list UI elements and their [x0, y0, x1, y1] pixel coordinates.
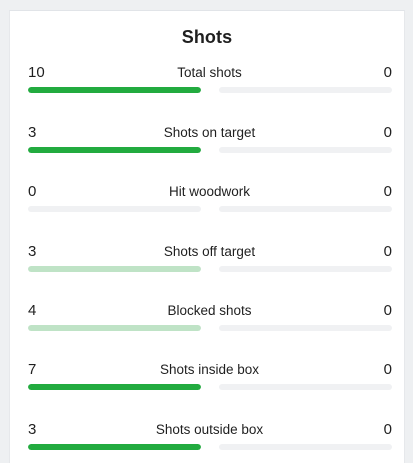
away-value: 0 [383, 421, 392, 438]
shots-stats-panel: Shots 10 Total shots 0 3 Shots on target… [9, 10, 405, 463]
away-bar [219, 266, 392, 272]
away-value: 0 [383, 183, 392, 200]
home-bar [28, 444, 201, 450]
stat-label: Total shots [177, 65, 242, 80]
stat-label: Shots on target [163, 125, 256, 140]
home-value: 4 [28, 302, 37, 319]
away-value: 0 [383, 124, 392, 141]
away-value: 0 [383, 361, 392, 378]
away-bar [219, 325, 392, 331]
home-bar-fill [28, 444, 201, 450]
stat-row-shots-off-target: 3 Shots off target 0 [27, 243, 392, 277]
home-value: 0 [28, 183, 37, 200]
stat-row-hit-woodwork: 0 Hit woodwork 0 [27, 183, 392, 217]
home-bar-fill [28, 325, 201, 331]
stat-row-blocked-shots: 4 Blocked shots 0 [27, 302, 392, 336]
home-bar-fill [28, 384, 201, 390]
stat-label: Hit woodwork [168, 184, 251, 199]
home-bar-fill [28, 147, 201, 153]
home-bar [28, 384, 201, 390]
away-bar [219, 444, 392, 450]
home-bar-fill [28, 87, 201, 93]
home-bar-fill [28, 266, 201, 272]
home-bar [28, 266, 201, 272]
away-value: 0 [383, 243, 392, 260]
home-bar [28, 87, 201, 93]
stat-row-total-shots: 10 Total shots 0 [27, 64, 392, 98]
home-bar [28, 325, 201, 331]
home-value: 3 [28, 243, 37, 260]
away-value: 0 [383, 302, 392, 319]
home-bar [28, 206, 201, 212]
panel-title: Shots [181, 27, 233, 47]
away-bar [219, 147, 392, 153]
stat-row-shots-outside-box: 3 Shots outside box 0 [27, 421, 392, 455]
away-bar [219, 87, 392, 93]
home-value: 10 [28, 64, 45, 81]
home-value: 3 [28, 124, 37, 141]
stat-row-shots-on-target: 3 Shots on target 0 [27, 124, 392, 158]
stat-label: Blocked shots [167, 303, 252, 318]
stat-label: Shots inside box [159, 362, 260, 377]
away-bar [219, 384, 392, 390]
away-bar [219, 206, 392, 212]
home-value: 7 [28, 361, 37, 378]
stat-row-shots-inside-box: 7 Shots inside box 0 [27, 361, 392, 395]
home-value: 3 [28, 421, 37, 438]
stat-label: Shots outside box [155, 422, 264, 437]
stat-label: Shots off target [163, 244, 256, 259]
away-value: 0 [383, 64, 392, 81]
home-bar [28, 147, 201, 153]
